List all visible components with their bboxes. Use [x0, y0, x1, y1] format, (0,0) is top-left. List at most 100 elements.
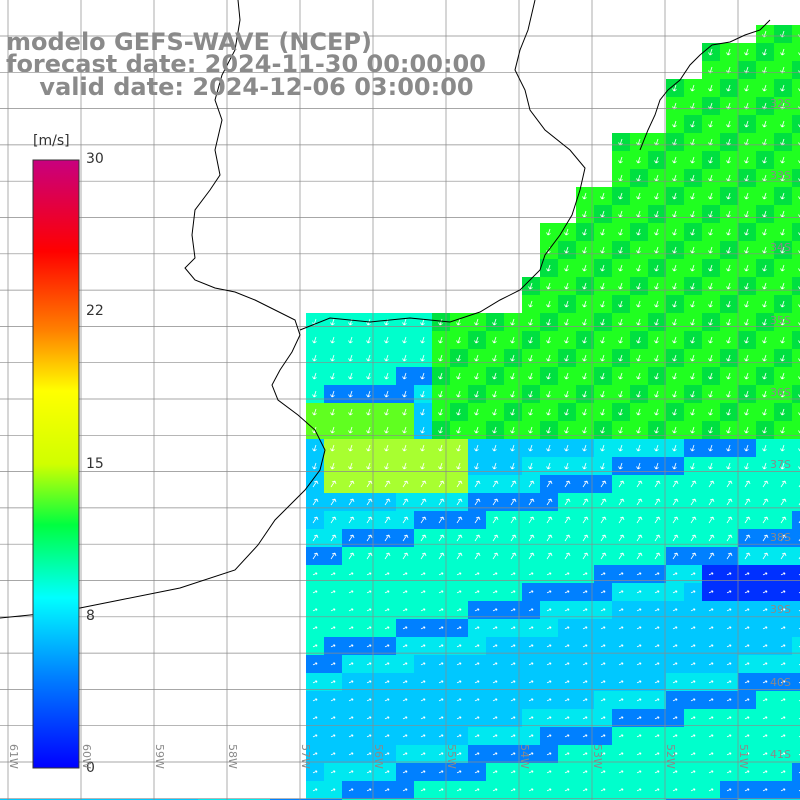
- wind-arrow: [492, 752, 498, 756]
- wind-arrow: [690, 192, 695, 200]
- wind-arrow: [654, 354, 659, 362]
- wind-arrow: [672, 788, 678, 792]
- coastline: [0, 0, 771, 619]
- wind-arrow: [420, 462, 425, 470]
- wind-arrow: [510, 336, 515, 344]
- wind-arrow: [420, 788, 426, 792]
- wind-cell: [792, 655, 800, 673]
- wind-arrow: [348, 644, 354, 648]
- wind-arrow: [366, 716, 372, 720]
- colorbar-tick-0: 0: [86, 760, 95, 776]
- wind-cell: [792, 439, 800, 457]
- wind-arrow: [564, 390, 569, 398]
- wind-arrow: [420, 608, 426, 612]
- wind-arrow: [528, 390, 533, 398]
- wind-arrow: [672, 716, 678, 720]
- wind-arrow: [438, 408, 443, 416]
- wind-arrow: [618, 680, 624, 684]
- wind-arrow: [438, 480, 445, 488]
- wind-arrow: [582, 192, 587, 200]
- wind-arrow: [762, 516, 769, 524]
- wind-arrow: [636, 534, 643, 542]
- wind-arrow: [654, 752, 660, 756]
- wind-arrow: [708, 462, 713, 470]
- wind-arrow: [780, 462, 785, 470]
- wind-arrow: [528, 480, 535, 488]
- wind-arrow: [618, 174, 623, 182]
- wind-arrow: [780, 480, 787, 488]
- wind-arrow: [600, 734, 606, 738]
- wind-arrow: [636, 644, 642, 648]
- wind-arrow: [726, 192, 731, 200]
- wind-arrow: [780, 120, 785, 128]
- wind-arrow: [492, 590, 498, 594]
- wind-arrow: [618, 698, 624, 702]
- wind-arrow: [726, 698, 732, 702]
- wind-arrow: [636, 608, 642, 612]
- wind-arrow: [438, 716, 444, 720]
- wind-arrow: [726, 48, 731, 56]
- wind-arrow: [384, 770, 390, 774]
- lat-label-33s: 33S: [770, 169, 791, 182]
- wind-arrow: [618, 462, 623, 470]
- wind-arrow: [420, 552, 427, 560]
- wind-arrow: [564, 752, 570, 756]
- wind-arrow: [366, 590, 372, 594]
- wind-arrow: [564, 788, 570, 792]
- wind-arrow: [348, 626, 354, 630]
- wind-arrow: [492, 354, 497, 362]
- wind-arrow: [744, 626, 750, 630]
- wind-arrow: [438, 572, 444, 576]
- wind-arrow: [762, 174, 767, 182]
- wind-arrow: [726, 390, 731, 398]
- wind-arrow: [762, 716, 768, 720]
- wind-arrow: [636, 228, 641, 236]
- wind-arrow: [744, 680, 750, 684]
- wind-arrow: [654, 390, 659, 398]
- wind-arrow: [330, 498, 337, 506]
- wind-arrow: [762, 282, 767, 290]
- wind-arrow: [456, 788, 462, 792]
- wind-arrow: [564, 444, 569, 452]
- wind-arrow: [474, 390, 479, 398]
- colorbar-tick-30: 30: [86, 151, 104, 167]
- wind-arrow: [690, 174, 695, 182]
- wind-arrow: [330, 354, 335, 362]
- wind-arrow: [366, 372, 371, 380]
- wind-arrow: [726, 534, 733, 542]
- wind-arrow: [708, 84, 713, 92]
- lat-label-40s: 40S: [770, 676, 791, 689]
- wind-arrow: [348, 462, 353, 470]
- wind-arrow: [780, 300, 785, 308]
- wind-arrow: [690, 716, 696, 720]
- wind-arrow: [312, 372, 317, 380]
- wind-arrow: [366, 680, 372, 684]
- wind-arrow: [474, 372, 479, 380]
- wind-arrow: [348, 336, 353, 344]
- wind-arrow: [726, 174, 731, 182]
- wind-arrow: [438, 444, 443, 452]
- wind-arrow: [348, 480, 355, 488]
- wind-arrow: [654, 444, 659, 452]
- wind-cell: [792, 673, 800, 691]
- wind-arrow: [636, 372, 641, 380]
- wind-arrow: [528, 788, 534, 792]
- wind-arrow: [492, 788, 498, 792]
- wind-arrow: [546, 354, 551, 362]
- wind-arrow: [618, 480, 625, 488]
- wind-arrow: [780, 552, 787, 560]
- wind-cell: [792, 187, 800, 205]
- wind-arrow: [708, 752, 714, 756]
- wind-arrow: [312, 716, 318, 720]
- wind-arrow: [564, 680, 570, 684]
- lon-label-55w: 55W: [445, 744, 458, 769]
- wind-arrow: [384, 608, 390, 612]
- wind-arrow: [726, 752, 732, 756]
- wind-arrow: [690, 156, 695, 164]
- wind-arrow: [510, 572, 516, 576]
- wind-arrow: [474, 336, 479, 344]
- wind-arrow: [600, 210, 605, 218]
- wind-arrow: [762, 608, 768, 612]
- wind-arrow: [654, 426, 659, 434]
- wind-cell: [792, 475, 800, 493]
